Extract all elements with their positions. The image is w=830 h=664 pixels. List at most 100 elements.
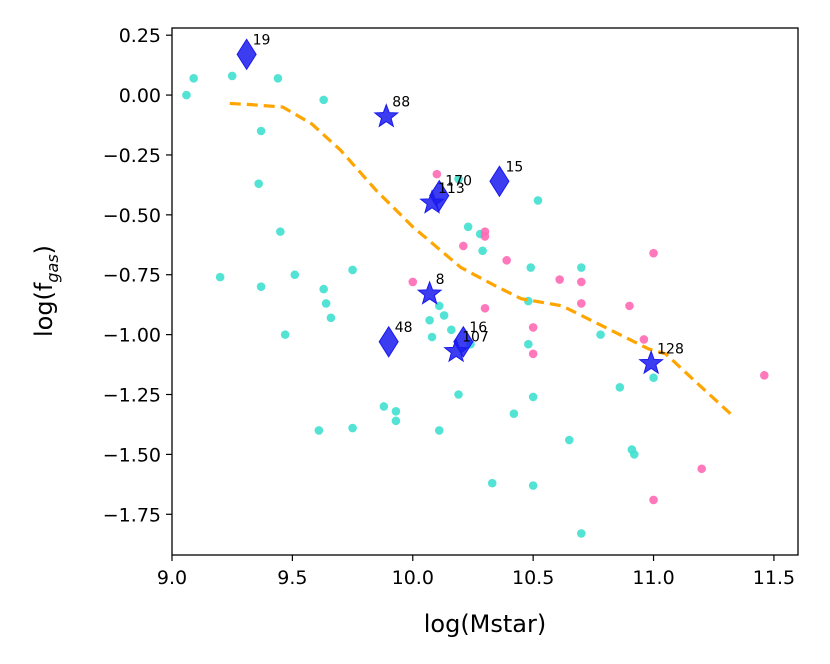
cyan-point [254,179,263,189]
cyan-point [273,74,283,83]
y-axis-label: log(fgas) [30,245,62,337]
cyan-point [478,246,487,256]
y-axis: 0.25 0.00 −0.25 −0.50 −0.75 −1.00 −1.25 −1.50 −1… [103,25,172,526]
cyan-point [321,299,331,308]
cyan-point [425,315,434,325]
star-marker [443,337,469,363]
pink-point [639,335,649,344]
x-tick-label: 9.5 [277,567,307,589]
pink-point [649,248,658,258]
pink-point [408,277,418,287]
x-axis: 9.0 9.5 10.0 10.5 11.0 11.5 [157,555,795,589]
cyan-point [439,311,449,320]
pink-point [577,299,586,308]
diamond-marker [236,38,257,71]
cyan-point [348,423,357,433]
pink-point [480,232,490,241]
pink-point [625,301,634,311]
cyan-point [524,339,533,349]
y-axis-label-subscript: gas [43,254,62,282]
trend-line [229,101,735,418]
x-tick-label: 10.5 [512,567,554,589]
cyan-point [319,95,328,105]
pink-point [528,349,538,359]
star-marker [373,103,400,128]
point-label: 113 [438,181,465,197]
point-label: 8 [436,272,445,288]
y-tick-label: −1.25 [103,385,161,407]
cyan-point [314,426,324,435]
y-axis-label-close: ) [30,245,58,254]
cyan-point [256,282,266,292]
cyan-point [509,409,519,418]
x-tick-label: 11.0 [632,567,674,589]
cyan-point [446,325,456,335]
x-tick-label: 10.0 [392,567,434,589]
pink-point [528,323,538,332]
y-tick-label: 0.00 [119,85,161,107]
pink-point [432,169,442,179]
cyan-point [463,222,473,232]
star-marker [416,280,443,305]
cyan-point [379,402,389,411]
star-marker [638,349,664,375]
cyan-point [280,330,290,339]
y-tick-label: −1.50 [103,444,161,466]
x-axis-label: log(Mstar) [424,610,547,638]
point-label: 170 [445,174,472,190]
plot-frame [171,27,799,556]
y-tick-label: −0.25 [103,145,161,167]
cyan-point [526,263,536,272]
cyan-point [319,284,328,294]
cyan-point [227,71,237,81]
pink-point [649,495,658,505]
cyan-point [182,90,191,100]
cyan-point [487,478,497,488]
pink-point [577,277,586,287]
pink-point [555,275,564,284]
cyan-point [215,272,225,282]
cyan-point [596,330,605,339]
pink-point [697,464,706,474]
y-tick-label: −0.50 [103,205,161,227]
plot-area: 19 170 15 48 16 88 113 8 107 128 [182,32,769,538]
cyan-point [189,74,198,83]
cyan-point [256,126,266,136]
cyan-point [434,426,444,435]
y-tick-label: 0.25 [119,25,161,47]
cyan-point [326,313,336,323]
cyan-point [533,196,543,205]
pink-point [759,371,769,380]
cyan-point [290,270,300,280]
cyan-point [615,383,625,392]
point-label: 107 [462,329,489,345]
point-label: 16 [469,320,487,336]
y-tick-label: −0.75 [103,265,161,287]
cyan-point [564,435,574,445]
point-label: 88 [392,95,410,111]
x-tick-label: 11.5 [753,567,795,589]
diamond-marker [453,325,474,358]
y-tick-label: −1.75 [103,504,161,526]
star-marker [419,189,445,214]
y-tick-label: −1.00 [103,325,161,347]
cyan-point [577,263,586,272]
point-label: 19 [253,32,271,48]
cyan-point [629,450,639,459]
cyan-point [391,406,401,416]
point-label: 48 [395,320,413,336]
pink-point [459,241,468,251]
cyan-point [528,481,538,490]
cyan-point [528,392,538,402]
cyan-point [276,227,285,236]
cyan-point [391,416,401,426]
pink-point [502,256,511,265]
diamond-marker [378,325,399,358]
cyan-point [454,174,463,184]
cyan-point [577,529,586,538]
y-axis-label-main: log(f [30,282,58,337]
x-tick-label: 9.0 [157,567,187,589]
point-label: 128 [657,341,684,357]
cyan-point [348,265,357,275]
